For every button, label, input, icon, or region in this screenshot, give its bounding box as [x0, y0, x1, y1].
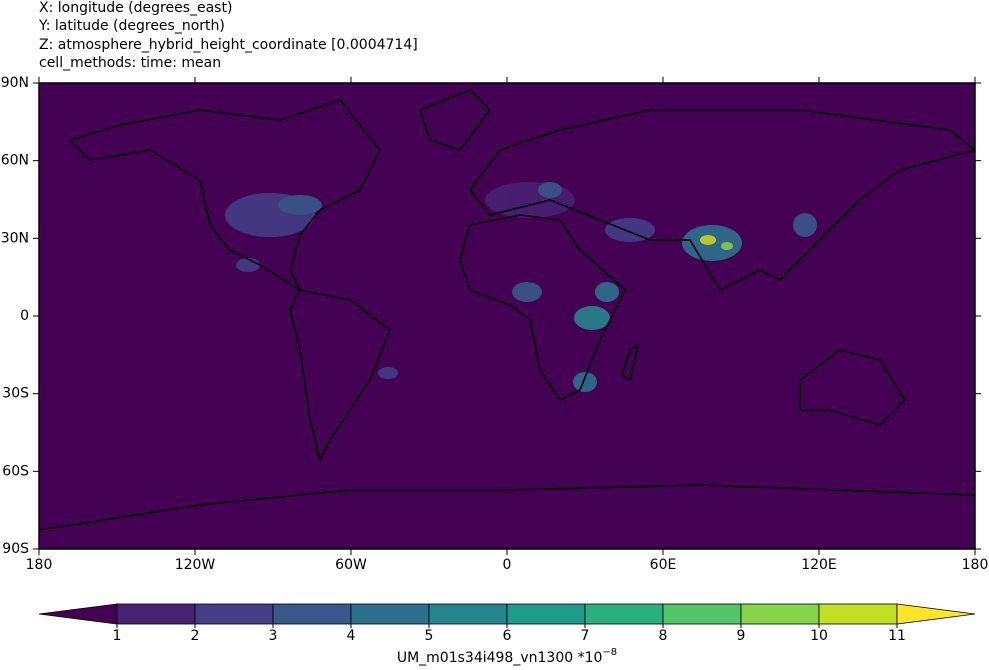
colorbar-extend — [38, 603, 118, 625]
x-tick-label: 180 — [26, 557, 53, 573]
header-line: X: longitude (degrees_east) — [39, 0, 232, 16]
colorbar-box — [662, 603, 742, 625]
colorbar-tick-label: 4 — [347, 628, 356, 644]
colorbar-box — [272, 603, 352, 625]
x-tick-label: 120W — [175, 557, 216, 573]
colorbar-tick-label: 2 — [191, 628, 200, 644]
colorbar-extend — [896, 603, 976, 625]
y-tick-label: 30S — [2, 386, 29, 402]
colorbar-label: UM_m01s34i498_vn1300 *10−8 — [397, 647, 617, 666]
colorbar-tick-label: 9 — [737, 628, 746, 644]
header-line: Z: atmosphere_hybrid_height_coordinate [… — [39, 37, 418, 53]
y-tick-label: 60N — [1, 153, 29, 169]
colorbar-box — [116, 603, 196, 625]
colorbar-box — [194, 603, 274, 625]
x-tick-label: 120E — [801, 557, 837, 573]
header-line: cell_methods: time: mean — [39, 55, 221, 71]
colorbar-box — [350, 603, 430, 625]
colorbar-tick-label: 5 — [425, 628, 434, 644]
colorbar-box — [584, 603, 664, 625]
colorbar-tick-label: 8 — [659, 628, 668, 644]
y-tick-label: 0 — [20, 308, 29, 324]
header-line: Y: latitude (degrees_north) — [38, 18, 225, 34]
colorbar-exponent: −8 — [602, 647, 617, 658]
colorbar-tick-label: 10 — [810, 628, 828, 644]
colorbar-box — [506, 603, 586, 625]
y-tick-label: 30N — [1, 230, 29, 246]
map-background — [39, 83, 975, 549]
y-tick-label: 60S — [2, 463, 29, 479]
colorbar-tick-label: 1 — [113, 628, 122, 644]
y-tick-label: 90S — [2, 541, 29, 557]
x-tick-label: 60E — [650, 557, 677, 573]
colorbar-tick-label: 3 — [269, 628, 278, 644]
colorbar-box — [818, 603, 898, 625]
colorbar-box — [740, 603, 820, 625]
y-tick-label: 90N — [1, 75, 29, 91]
colorbar-tick-label: 6 — [503, 628, 512, 644]
colorbar-tick-label: 7 — [581, 628, 590, 644]
colorbar-label-text: UM_m01s34i498_vn1300 *10 — [397, 650, 603, 666]
colorbar-tick-label: 11 — [888, 628, 906, 644]
x-tick-label: 60W — [335, 557, 367, 573]
coastlines — [38, 89, 976, 531]
colorbar-box — [428, 603, 508, 625]
x-tick-label: 180 — [962, 557, 989, 573]
x-tick-label: 0 — [503, 557, 512, 573]
